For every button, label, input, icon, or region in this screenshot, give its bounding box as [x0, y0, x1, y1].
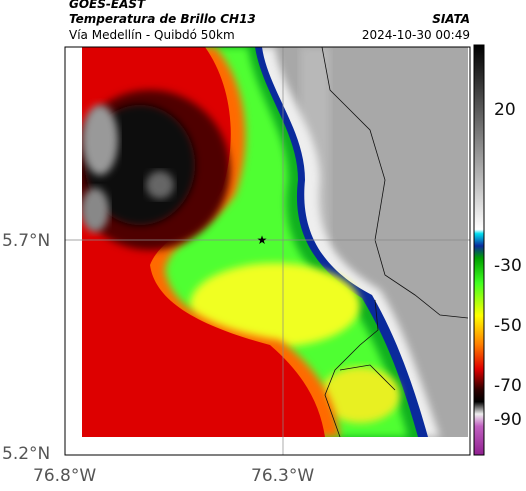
- subtitle: Vía Medellín - Quibdó 50km: [69, 28, 235, 42]
- lat-label: 5.7°N: [2, 231, 51, 251]
- lat-label: 5.2°N: [2, 444, 51, 464]
- lon-label: 76.8°W: [33, 466, 97, 486]
- overshoot: [82, 188, 109, 232]
- colorbar-tick: 20: [494, 100, 516, 120]
- overshoot: [82, 105, 118, 175]
- colorbar-tick: -90: [494, 410, 522, 430]
- datetime: 2024-10-30 00:49: [361, 28, 470, 42]
- border: [321, 47, 468, 319]
- title: Temperatura de Brillo CH13: [69, 12, 256, 26]
- border: [339, 364, 396, 391]
- overshoot: [146, 171, 174, 199]
- colorbar-tick: -30: [494, 256, 522, 276]
- satellite: GOES-EAST: [69, 0, 146, 11]
- border: [324, 299, 379, 437]
- yellow-zone: [190, 263, 360, 347]
- lon-label: 76.3°W: [251, 466, 315, 486]
- city-marker: ★: [257, 233, 268, 247]
- frame: [64, 46, 471, 456]
- yellow-zone: [320, 367, 400, 423]
- colorbar-tick: -50: [494, 316, 522, 336]
- source: SIATA: [432, 12, 470, 26]
- colorbar: [473, 44, 485, 456]
- colorbar-tick: -70: [494, 376, 522, 396]
